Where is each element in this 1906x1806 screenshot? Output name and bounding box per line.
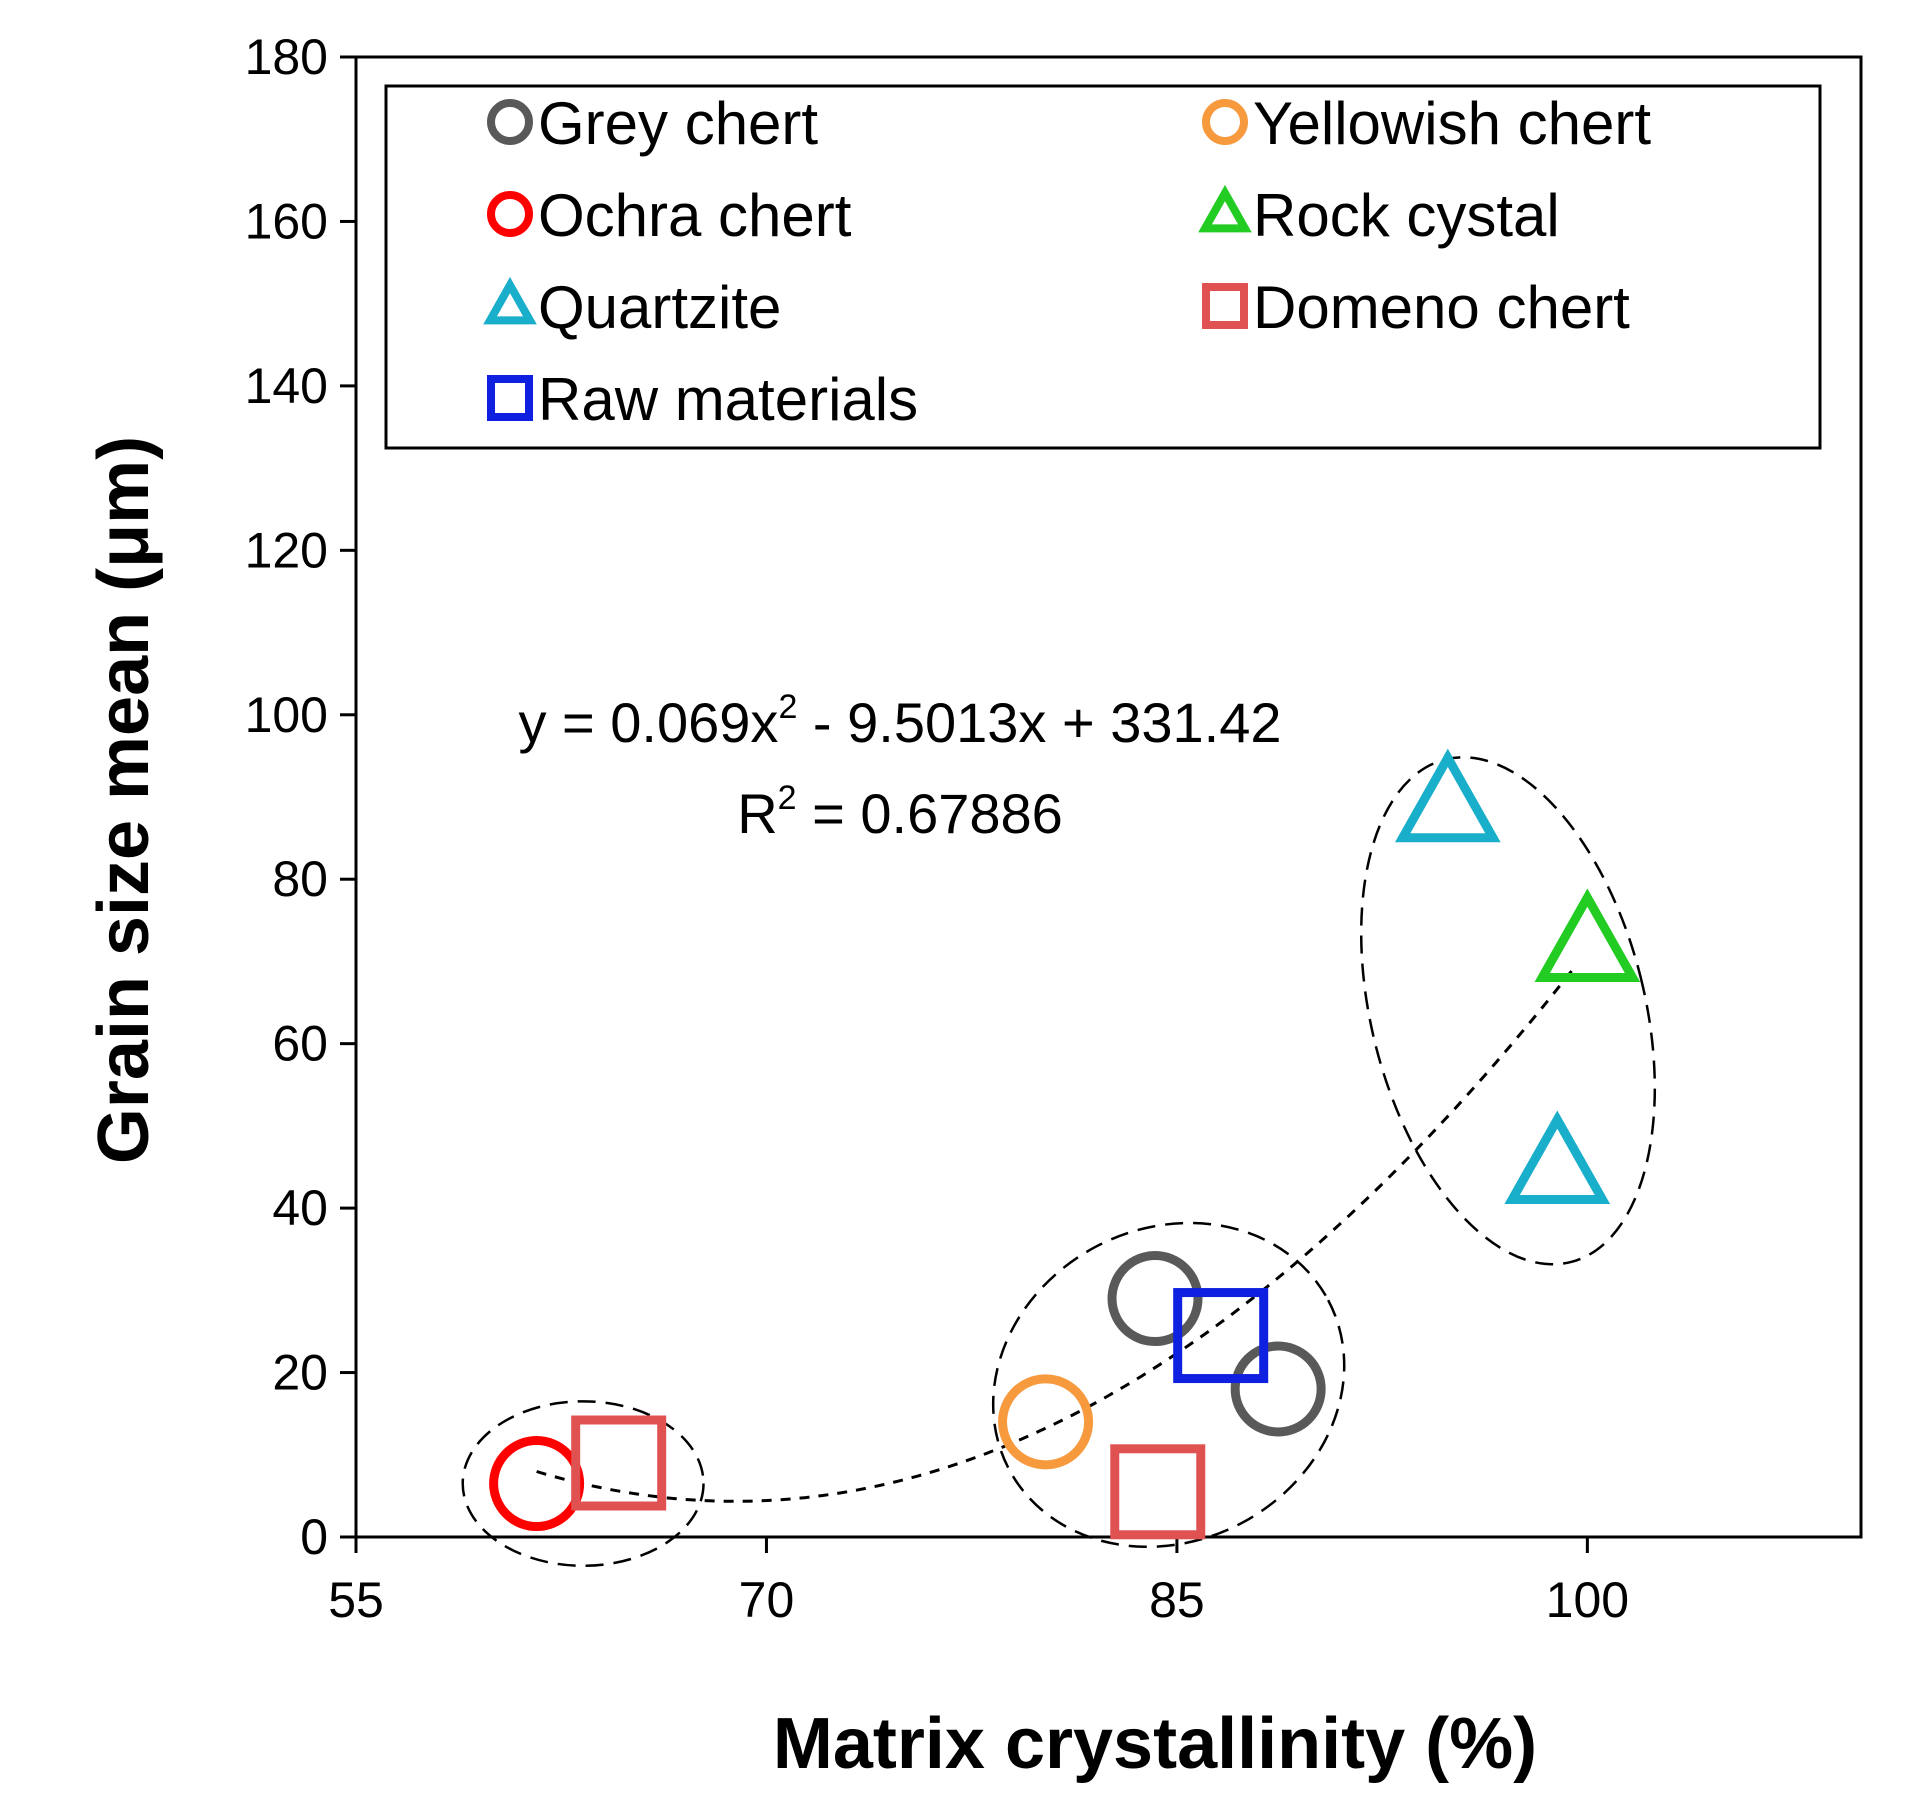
r-squared-label: R2 = 0.67886 <box>737 779 1063 845</box>
point-yellowish-chert <box>998 1374 1094 1470</box>
trendline <box>536 967 1575 1503</box>
legend-marker <box>487 99 533 145</box>
x-axis-title: Matrix crystallinity (%) <box>773 1704 1537 1784</box>
y-tick-label: 140 <box>245 358 328 414</box>
legend-label: Ochra chert <box>538 182 852 249</box>
point-raw-materials <box>1173 1288 1269 1384</box>
legend-marker <box>1202 283 1248 329</box>
y-tick-label: 160 <box>245 193 328 249</box>
legend-label: Quartzite <box>538 274 781 341</box>
group-ellipse <box>1359 756 1657 1266</box>
legend-label: Grey chert <box>538 90 818 157</box>
legend-marker <box>487 191 533 237</box>
y-tick-label: 180 <box>245 29 328 85</box>
y-tick-label: 20 <box>272 1345 328 1401</box>
point-grey-chert <box>1107 1251 1203 1347</box>
point-grey-chert <box>1230 1341 1326 1437</box>
point-quartzite <box>1504 1110 1611 1205</box>
legend-label: Domeno chert <box>1253 274 1630 341</box>
x-tick-label: 55 <box>328 1572 384 1628</box>
axis-ticks: 0 20 40 60 80 100 120 140 160 180 55 70 85 100 <box>245 29 1630 1628</box>
group-ellipses <box>461 756 1657 1568</box>
y-tick-label: 120 <box>245 522 328 578</box>
y-tick-label: 0 <box>300 1509 328 1565</box>
x-tick-label: 100 <box>1546 1572 1629 1628</box>
legend-label: Raw materials <box>538 366 918 433</box>
legend-box <box>384 84 1822 450</box>
point-domeno-chert <box>571 1415 667 1511</box>
x-tick-label: 70 <box>739 1572 795 1628</box>
y-tick-label: 100 <box>245 687 328 743</box>
legend-label: Yellowish chert <box>1253 90 1651 157</box>
point-quartzite <box>1394 748 1501 843</box>
legend-marker <box>483 276 537 325</box>
point-rock-cystal <box>1534 888 1641 983</box>
legend-label: Rock cystal <box>1253 182 1560 249</box>
group-ellipse <box>461 1400 705 1568</box>
y-axis-title: Grain size mean (μm) <box>84 436 164 1164</box>
point-domeno-chert <box>1110 1444 1206 1540</box>
plot-frame <box>354 55 1863 1539</box>
point-ochra-chert <box>489 1436 585 1532</box>
y-tick-label: 40 <box>272 1180 328 1236</box>
y-tick-label: 60 <box>272 1016 328 1072</box>
x-tick-label: 85 <box>1149 1572 1205 1628</box>
legend-marker <box>1202 99 1248 145</box>
y-tick-label: 80 <box>272 851 328 907</box>
equation-label: y = 0.069x2 - 9.5013x + 331.42 <box>518 688 1281 754</box>
legend-marker <box>487 375 533 421</box>
data-points <box>489 748 1641 1540</box>
group-ellipse <box>991 1221 1346 1549</box>
legend-marker <box>1198 184 1252 233</box>
legend: Grey chert Yellowish chert Ochra chert Rock… <box>483 90 1651 433</box>
